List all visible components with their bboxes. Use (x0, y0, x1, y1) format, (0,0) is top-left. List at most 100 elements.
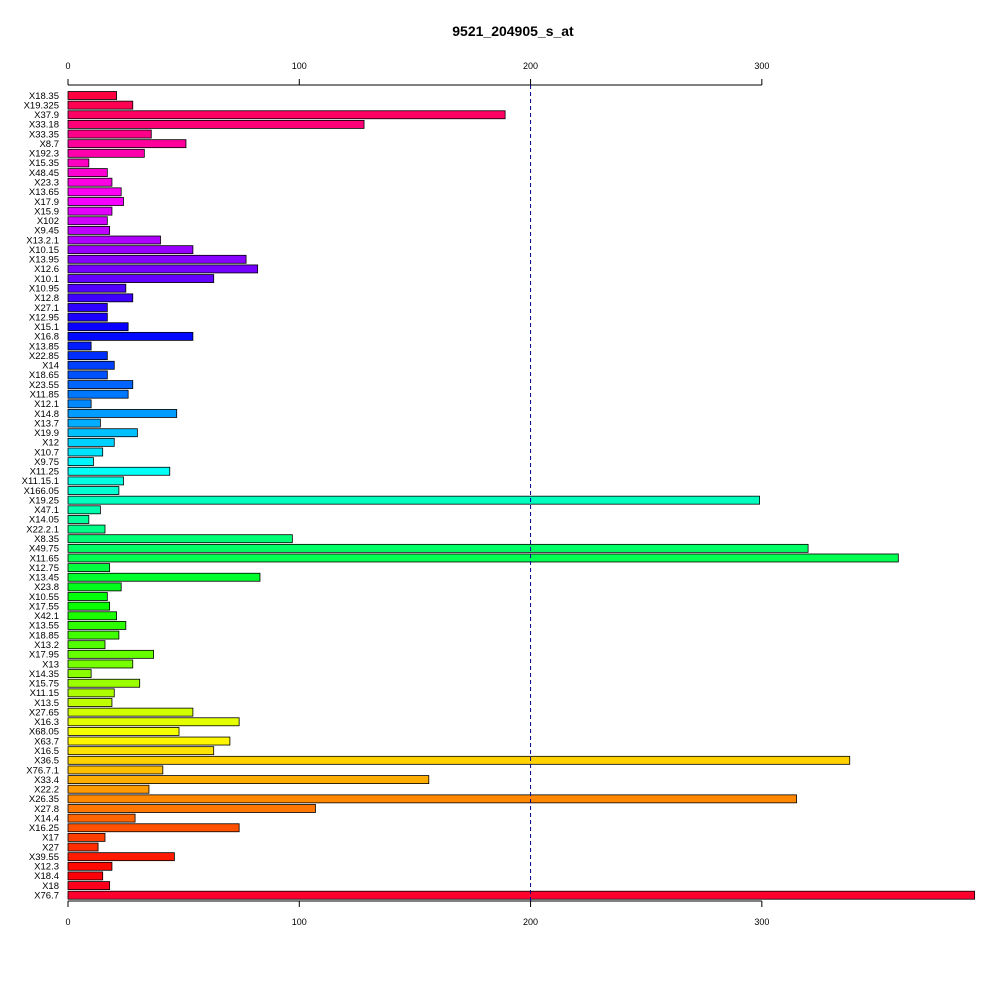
bar-x27-65 (67, 707, 194, 717)
category-label: X27 (42, 842, 59, 853)
bar-x27 (67, 842, 99, 852)
bar-x11-15 (67, 688, 115, 698)
bar-x16-5 (67, 746, 215, 756)
category-label: X23.3 (34, 178, 59, 189)
category-label: X18.85 (29, 630, 59, 641)
bar-x13-45 (67, 572, 261, 582)
bar-x48-45 (67, 168, 108, 177)
top-tick-label: 100 (292, 61, 307, 71)
category-label: X63.7 (34, 736, 59, 747)
category-label: X37.9 (34, 110, 59, 121)
bar-x12-75 (67, 563, 111, 573)
category-label: X13.55 (29, 621, 59, 632)
bar-x49-75 (67, 543, 809, 553)
bar-x17-95 (67, 649, 154, 659)
bar-x12 (67, 437, 115, 447)
category-label: X33.18 (29, 120, 59, 131)
category-label: X13.95 (29, 255, 59, 266)
category-label: X14.05 (29, 515, 59, 526)
bar-x76-7 (67, 890, 976, 900)
category-label: X9.45 (34, 226, 59, 237)
bar-x11-15-1 (67, 476, 124, 486)
category-label: X23.8 (34, 582, 59, 593)
category-label: X15.75 (29, 679, 59, 690)
bar-x16-8 (67, 331, 194, 341)
bar-x27-1 (67, 303, 108, 312)
category-label: X22.2.1 (26, 524, 59, 535)
category-label: X13.2 (34, 640, 59, 651)
category-label: X18.65 (29, 370, 59, 381)
category-label: X13.65 (29, 187, 59, 198)
bar-x22-85 (67, 351, 108, 361)
bar-x11-65 (67, 553, 899, 563)
bar-x15-1 (67, 322, 129, 332)
category-label: X12.3 (34, 862, 59, 873)
category-label: X8.7 (39, 139, 59, 150)
category-label: X27.1 (34, 303, 59, 314)
category-label: X12.1 (34, 399, 59, 410)
bar-x11-25 (67, 466, 171, 476)
category-label: X68.05 (29, 727, 59, 738)
bar-x22-2 (67, 784, 150, 794)
category-label: X23.55 (29, 380, 59, 391)
category-label: X10.1 (34, 274, 59, 285)
bar-x10-15 (67, 245, 194, 255)
bottom-tick-label: 0 (65, 917, 70, 927)
bar-x17-55 (67, 601, 111, 611)
bar-x19-25 (67, 495, 760, 505)
category-label: X14.35 (29, 669, 59, 680)
bar-x23-8 (67, 582, 122, 592)
bar-x10-55 (67, 592, 108, 601)
category-label: X8.35 (34, 534, 59, 545)
bar-x8-35 (67, 534, 293, 544)
bar-x14-8 (67, 409, 178, 418)
bar-x12-95 (67, 312, 108, 322)
category-label: X15.35 (29, 158, 59, 169)
category-label: X13.85 (29, 341, 59, 352)
category-label: X27.8 (34, 804, 59, 815)
bar-x18-65 (67, 370, 108, 380)
category-label: X22.2 (34, 785, 59, 796)
category-label: X19.325 (24, 100, 59, 111)
bar-x17 (67, 832, 106, 842)
category-label: X17.9 (34, 197, 59, 208)
category-label: X48.45 (29, 168, 59, 179)
category-label: X10.95 (29, 284, 59, 295)
category-label: X39.55 (29, 852, 59, 863)
category-label: X14 (42, 361, 59, 372)
top-x-axis: 0 100 200 300 (65, 61, 769, 86)
category-label: X12.75 (29, 563, 59, 574)
bar-x36-5 (67, 755, 851, 765)
bar-x27-8 (67, 804, 316, 813)
bar-x16-25 (67, 823, 240, 833)
bar-x19-325 (67, 100, 134, 110)
bar-x14-05 (67, 515, 90, 524)
category-label: X11.65 (30, 553, 59, 564)
bar-x39-55 (67, 852, 175, 862)
category-label: X166.05 (24, 486, 59, 497)
bar-x13-5 (67, 698, 113, 707)
bar-x18-85 (67, 630, 120, 640)
bar-x33-18 (67, 120, 365, 129)
bar-x26-35 (67, 794, 797, 804)
category-label: X27.65 (29, 707, 59, 718)
category-label: X13.5 (34, 698, 59, 709)
top-tick-label: 0 (65, 61, 70, 71)
category-label: X15.1 (34, 322, 59, 333)
category-label: X14.4 (34, 813, 59, 824)
bar-x17-9 (67, 197, 124, 206)
bar-x14-4 (67, 813, 136, 823)
category-labels-group: X18.35X19.325X37.9X33.18X33.35X8.7X192.3… (22, 91, 59, 902)
category-label: X14.8 (34, 409, 59, 420)
bottom-tick-label: 100 (292, 917, 307, 927)
bar-x13-95 (67, 254, 247, 264)
category-label: X12.8 (34, 293, 59, 304)
category-label: X26.35 (29, 794, 59, 805)
bar-x13 (67, 659, 134, 669)
category-label: X18.35 (29, 91, 59, 102)
bar-x19-9 (67, 428, 138, 438)
category-label: X10.7 (34, 447, 59, 458)
category-label: X76.7.1 (26, 765, 59, 776)
category-label: X13 (42, 659, 59, 670)
bottom-tick-label: 200 (523, 917, 538, 927)
